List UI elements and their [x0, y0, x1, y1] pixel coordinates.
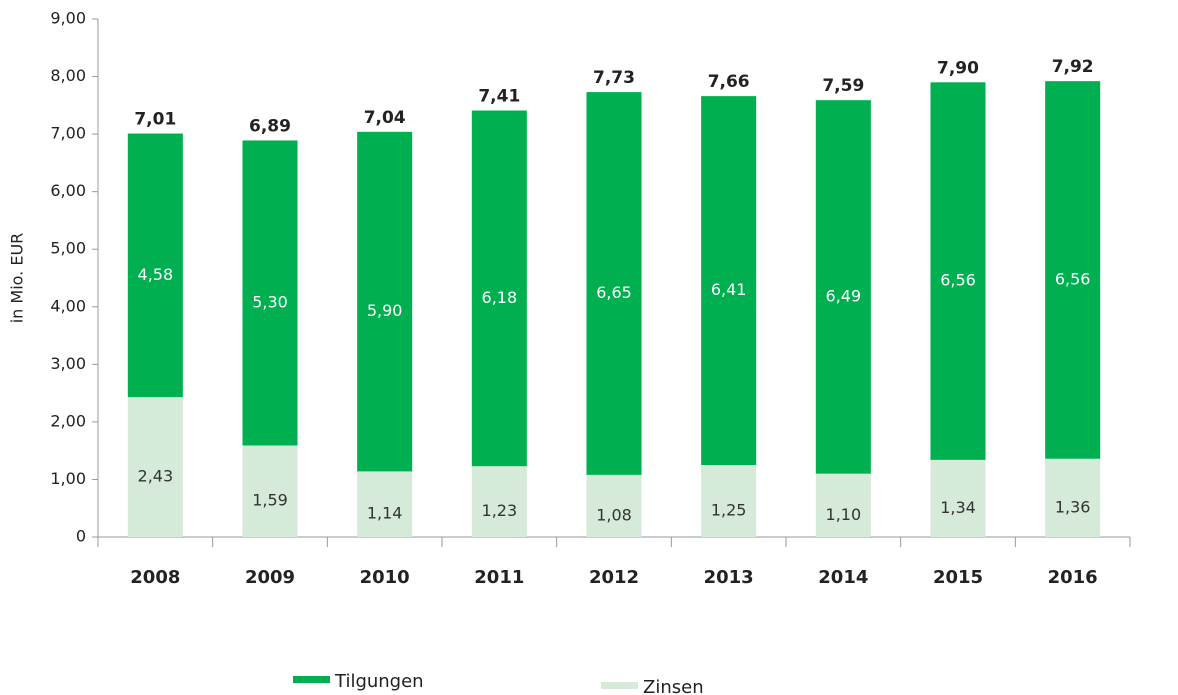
value-label: 6,41: [711, 280, 747, 299]
bar-segment: [357, 131, 413, 472]
value-label: 6,56: [940, 271, 976, 290]
bar-segment: [930, 459, 986, 537]
value-label: 6,56: [1055, 269, 1091, 288]
total-label: 7,04: [364, 108, 406, 128]
value-label: 1,36: [1055, 497, 1091, 516]
value-label: 1,34: [940, 498, 976, 517]
y-tick-label: 1,00: [50, 469, 86, 488]
total-label: 7,66: [708, 72, 750, 92]
bar-segment: [242, 140, 298, 446]
x-tick-label: 2012: [589, 567, 639, 588]
value-label: 6,18: [482, 288, 518, 307]
bar-segment: [471, 466, 527, 537]
value-label: 1,23: [482, 501, 518, 520]
x-tick-label: 2015: [933, 567, 983, 588]
y-tick-label: 7,00: [50, 124, 86, 143]
value-label: 4,58: [138, 265, 174, 284]
total-label: 7,41: [478, 87, 520, 107]
bar-segment: [815, 100, 871, 474]
total-label: 7,92: [1052, 57, 1094, 77]
x-tick-label: 2013: [704, 567, 754, 588]
value-label: 1,59: [252, 491, 288, 510]
bar-segment: [357, 471, 413, 537]
x-tick-label: 2010: [360, 567, 410, 588]
y-axis-title: in Mio. EUR: [8, 233, 27, 324]
total-label: 7,01: [134, 110, 176, 130]
value-label: 1,10: [826, 505, 862, 524]
x-tick-label: 2014: [818, 567, 868, 588]
bar-segment: [701, 465, 757, 537]
y-tick-label: 4,00: [50, 296, 86, 315]
y-tick-label: 3,00: [50, 354, 86, 373]
bar-segment: [127, 133, 183, 398]
legend-swatch: [601, 682, 638, 689]
bar-segment: [127, 397, 183, 537]
total-label: 6,89: [249, 116, 291, 136]
legend-swatch: [293, 676, 330, 683]
value-label: 1,14: [367, 504, 403, 523]
bar-segment: [1045, 458, 1101, 537]
y-tick-label: 6,00: [50, 181, 86, 200]
legend-label: Zinsen: [643, 677, 704, 695]
bar-segment: [815, 473, 871, 537]
value-label: 5,90: [367, 301, 403, 320]
legend-label: Tilgungen: [334, 671, 424, 692]
value-label: 1,08: [596, 505, 632, 524]
value-label: 6,49: [826, 286, 862, 305]
y-tick-label: 0: [76, 527, 86, 546]
total-label: 7,90: [937, 58, 979, 78]
value-label: 2,43: [138, 467, 174, 486]
x-tick-label: 2011: [474, 567, 524, 588]
total-label: 7,73: [593, 68, 635, 88]
bar-segment: [471, 110, 527, 467]
x-tick-label: 2016: [1048, 567, 1098, 588]
y-tick-label: 2,00: [50, 411, 86, 430]
y-tick-label: 9,00: [50, 9, 86, 28]
value-label: 1,25: [711, 501, 747, 520]
y-tick-label: 8,00: [50, 66, 86, 85]
bar-segment: [1045, 81, 1101, 459]
x-tick-label: 2008: [130, 567, 180, 588]
value-label: 5,30: [252, 292, 288, 311]
bar-segment: [701, 96, 757, 466]
value-label: 6,65: [596, 283, 632, 302]
bar-segment: [586, 92, 642, 475]
total-label: 7,59: [822, 76, 864, 96]
y-tick-label: 5,00: [50, 239, 86, 258]
bar-segment: [930, 82, 986, 460]
bar-segment: [586, 474, 642, 537]
x-tick-label: 2009: [245, 567, 295, 588]
bar-segment: [242, 445, 298, 537]
